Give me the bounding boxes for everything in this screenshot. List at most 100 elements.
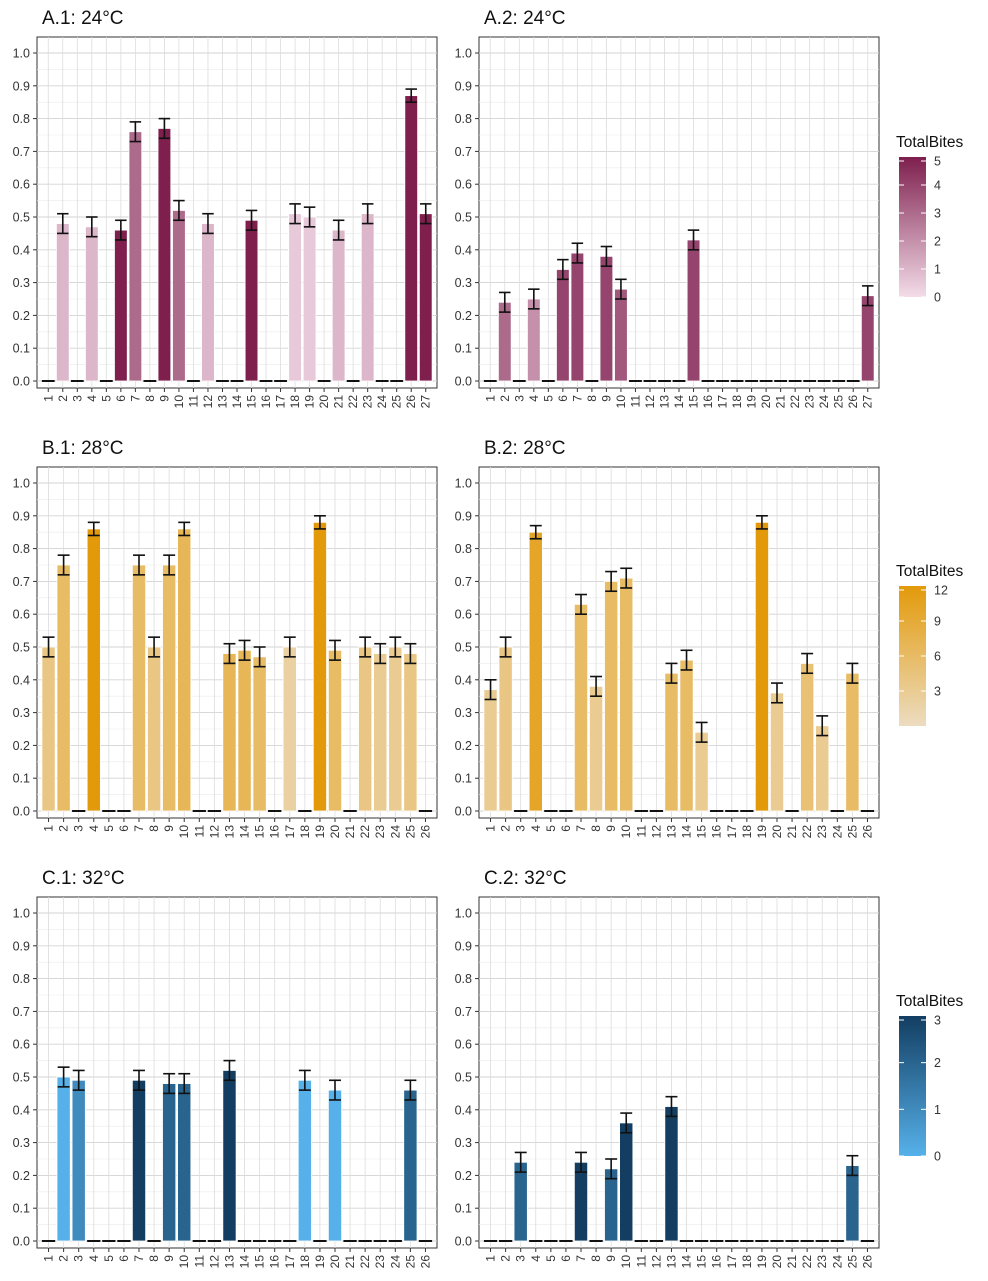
x-tick-label: 26 [860,825,874,839]
y-tick-label: 0.8 [13,112,30,126]
legend-label: 1 [934,1103,941,1117]
x-tick-label: 12 [201,395,215,409]
x-tick-label: 24 [830,1255,844,1269]
y-tick-label: 0.8 [13,542,30,556]
x-tick-label: 1 [484,1255,498,1262]
chart-title: C.1: 32°C [42,868,125,889]
bar [845,672,860,812]
x-tick-label: 21 [343,825,357,839]
x-tick-label: 15 [695,1255,709,1269]
bar [128,131,143,382]
legend-title: TotalBites [896,134,963,151]
x-tick-label: 18 [740,825,754,839]
x-tick-label: 13 [657,395,671,409]
x-tick-label: 5 [102,825,116,832]
bar [312,521,327,812]
x-tick-label: 4 [527,395,541,402]
bar [527,298,541,382]
bar [201,223,215,382]
y-tick-label: 0.1 [13,342,30,356]
bar [619,577,634,812]
x-tick-label: 23 [373,1255,387,1269]
x-tick-label: 12 [643,395,657,409]
x-tick-label: 14 [672,395,686,409]
x-tick-label: 20 [328,1255,342,1269]
y-tick-label: 0.9 [13,939,30,953]
x-tick-label: 11 [192,825,206,838]
x-tick-label: 7 [570,395,584,402]
legend-colorbar [899,1016,926,1156]
bar [800,663,815,812]
bar [498,646,513,812]
x-tick-label: 22 [800,1255,814,1269]
x-tick-label: 11 [634,1255,648,1268]
x-tick-label: 21 [332,395,346,409]
x-tick-label: 19 [313,1255,327,1269]
x-tick-label: 25 [845,825,859,839]
x-tick-label: 17 [274,395,288,409]
x-tick-label: 2 [499,1255,513,1262]
bar [573,603,589,812]
chart-panel: A.1: 24°C 0.0 0.1 0.2 0.3 0.4 0.5 0.6 0.7 0.8 0.9 1… [13,8,438,409]
bar [56,564,71,812]
x-tick-label: 6 [114,395,128,402]
y-tick-label: 0.2 [13,309,30,323]
x-tick-label: 8 [147,1255,161,1262]
bar [297,1079,312,1242]
y-tick-label: 1.0 [455,47,472,61]
x-tick-label: 7 [132,825,146,832]
x-tick-label: 5 [541,395,555,402]
x-tick-label: 1 [41,395,55,402]
x-tick-label: 23 [373,825,387,839]
x-tick-label: 26 [418,825,432,839]
x-tick-label: 22 [358,825,372,839]
chart-title: A.2: 24°C [484,8,566,29]
x-tick-label: 2 [57,825,71,832]
x-tick-label: 26 [418,1255,432,1269]
bar [162,1083,177,1242]
y-tick-label: 1.0 [13,477,30,491]
x-tick-label: 7 [128,395,142,402]
bar [157,128,172,382]
bar [302,216,317,382]
y-tick-label: 0.1 [13,772,30,786]
bar [252,656,267,812]
y-tick-label: 0.3 [13,276,30,290]
legend-colorbar [899,157,926,297]
y-tick-label: 0.6 [455,1038,472,1052]
x-tick-label: 14 [230,395,244,409]
x-tick-label: 23 [361,395,375,409]
y-tick-label: 0.2 [13,739,30,753]
x-tick-label: 3 [512,395,526,402]
y-tick-label: 0.7 [13,1005,30,1019]
x-tick-label: 24 [375,395,389,409]
x-tick-label: 13 [222,825,236,839]
chart-title: B.2: 28°C [484,438,566,459]
x-tick-label: 10 [619,825,633,839]
bar [815,725,830,812]
y-tick-label: 0.5 [455,1071,472,1085]
x-tick-label: 8 [147,825,161,832]
x-tick-label: 7 [574,825,588,832]
y-tick-label: 0.7 [455,1005,472,1019]
x-tick-label: 15 [687,395,701,409]
y-tick-label: 1.0 [13,907,30,921]
x-tick-label: 14 [238,1255,252,1269]
x-tick-label: 15 [695,825,709,839]
bar [528,531,543,812]
y-tick-label: 0.6 [455,178,472,192]
y-tick-label: 0.6 [455,608,472,622]
x-tick-label: 9 [162,1255,176,1262]
x-tick-label: 25 [845,1255,859,1269]
bar [327,649,343,812]
x-tick-label: 13 [664,1255,678,1269]
x-tick-label: 18 [298,825,312,839]
y-tick-label: 0.4 [13,1103,30,1117]
x-tick-label: 22 [358,1255,372,1269]
bar [237,649,252,812]
x-tick-label: 15 [245,395,259,409]
x-tick-label: 8 [589,825,603,832]
legend-label: 1 [934,263,941,277]
x-tick-label: 4 [529,1255,543,1262]
